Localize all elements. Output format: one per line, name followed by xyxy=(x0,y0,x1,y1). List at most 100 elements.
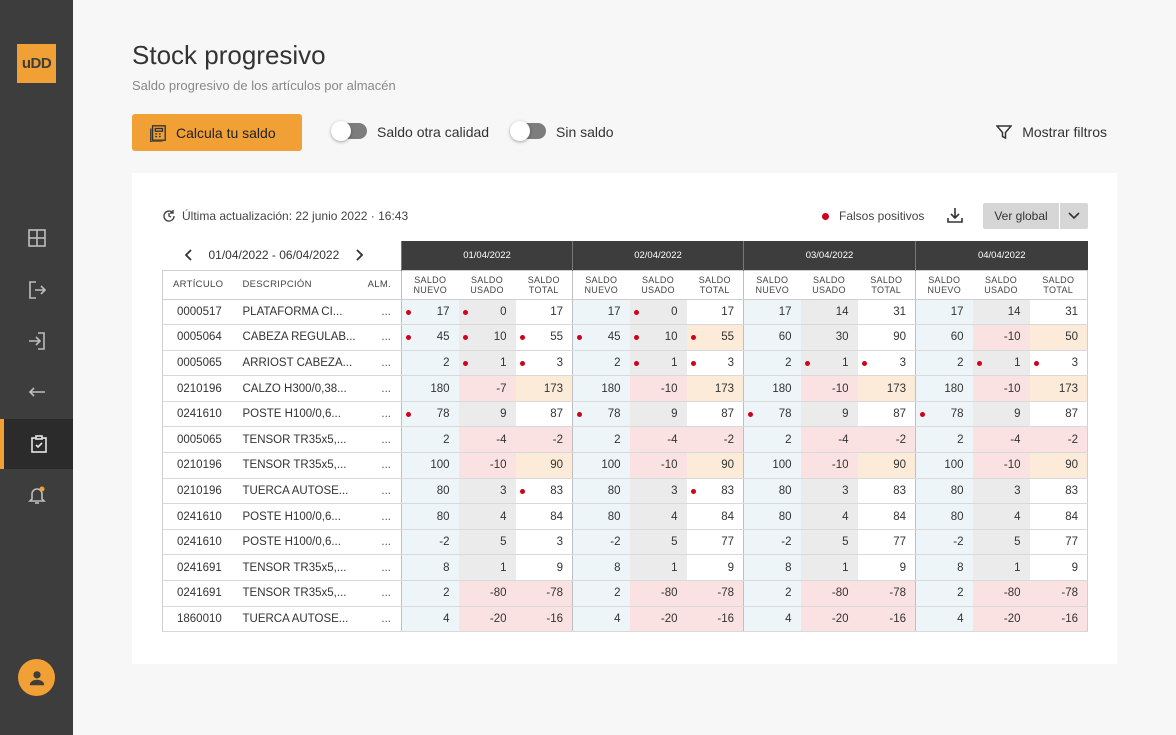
cell-value: 1 xyxy=(500,561,507,574)
login-icon xyxy=(28,332,45,350)
saldo-total-cell: 173 xyxy=(515,375,573,402)
false-positive-dot xyxy=(690,360,696,366)
saldo-nuevo-cell: 8 xyxy=(915,554,973,582)
cell-value: 78 xyxy=(950,408,964,421)
chevron-right-icon xyxy=(356,249,364,261)
sidebar-item-dashboard[interactable] xyxy=(0,213,73,263)
next-range-button[interactable] xyxy=(355,249,364,261)
sidebar-item-login[interactable] xyxy=(0,316,73,366)
saldo-usado-cell: -4 xyxy=(800,426,858,454)
cell-value: -78 xyxy=(546,587,563,600)
calculate-balance-button[interactable]: Calcula tu saldo xyxy=(132,114,302,151)
user-icon xyxy=(29,670,44,685)
date-header: 01/04/2022 xyxy=(401,241,573,270)
cell-value: 4 xyxy=(443,612,450,625)
no-balance-label: Sin saldo xyxy=(556,124,614,140)
sidebar-item-return[interactable] xyxy=(0,367,73,417)
table-row[interactable]: 0241610 POSTE H100/0,6...... 80 4 84 80 4 84 80 4… xyxy=(162,503,1088,530)
article-cell: 0241691 xyxy=(162,554,233,582)
table-row[interactable]: 0241691 TENSOR TR35x5,...... 8 1 9 8 1 9 8 1 9 8 1 9 xyxy=(162,554,1088,582)
saldo-nuevo-cell: 78 xyxy=(915,401,973,428)
cell-value: -2 xyxy=(552,433,563,446)
cell-value: 100 xyxy=(430,459,450,472)
saldo-total-cell: 3 xyxy=(686,350,744,377)
table-row[interactable]: 0210196 CALZO H300/0,38...... 180 -7 173 180 -… xyxy=(162,375,1088,402)
cell-value: 30 xyxy=(835,331,849,344)
show-filters-button[interactable]: Mostrar filtros xyxy=(996,124,1107,140)
sidebar: uDD xyxy=(0,0,73,735)
cell-value: 8 xyxy=(957,561,964,574)
cell-value: 1 xyxy=(1014,561,1021,574)
warehouse-cell: ... xyxy=(356,554,402,582)
saldo-usado-cell: 10 xyxy=(629,324,687,351)
saldo-nuevo-cell: 2 xyxy=(743,426,801,454)
false-positive-dot xyxy=(976,360,982,366)
false-positives-label: Falsos positivos xyxy=(839,209,925,223)
description-cell: ARRIOST CABEZA... xyxy=(232,350,357,377)
cell-value: 2 xyxy=(785,433,792,446)
saldo-usado-cell: 4 xyxy=(800,503,858,530)
show-filters-label: Mostrar filtros xyxy=(1022,124,1107,140)
saldo-total-cell: 9 xyxy=(857,554,916,582)
cell-value: 9 xyxy=(671,408,678,421)
cell-value: 17 xyxy=(950,305,964,318)
saldo-usado-cell: -10 xyxy=(972,375,1030,402)
saldo-usado-cell: 1 xyxy=(972,554,1030,582)
warehouse-cell: ... xyxy=(356,478,402,505)
cell-value: 80 xyxy=(778,510,792,523)
saldo-nuevo-cell: 100 xyxy=(572,452,630,479)
table-row[interactable]: 0210196 TUERCA AUTOSE...... 80 3 83 80 3 83 80 3 8… xyxy=(162,478,1088,505)
stock-card: Última actualización: 22 junio 2022 · 16… xyxy=(132,173,1117,664)
table-row[interactable]: 0005065 ARRIOST CABEZA...... 2 1 3 2 1 3 2 1 3 2 1 3 xyxy=(162,350,1088,377)
cell-value: -4 xyxy=(496,433,507,446)
table-row[interactable]: 0241610 POSTE H100/0,6...... -2 5 3 -2 5 77 -2 5 7… xyxy=(162,529,1088,556)
other-quality-toggle[interactable] xyxy=(331,121,367,141)
sidebar-item-notifications[interactable] xyxy=(0,470,73,520)
cell-value: 5 xyxy=(671,536,678,549)
table-row[interactable]: 0000517 PLATAFORMA CI...... 17 0 17 17 0 17 17 14… xyxy=(162,299,1088,326)
saldo-nuevo-cell: 17 xyxy=(401,299,459,326)
app-logo[interactable]: uDD xyxy=(17,44,56,83)
saldo-usado-cell: 1 xyxy=(629,554,687,582)
saldo-total-cell: 50 xyxy=(1029,324,1088,351)
saldo-total-cell: -78 xyxy=(515,580,573,607)
saldo-usado-cell: -10 xyxy=(629,452,687,479)
saldo-total-cell: -16 xyxy=(1029,606,1088,633)
sidebar-item-logout[interactable] xyxy=(0,265,73,315)
saldo-nuevo-cell: -2 xyxy=(915,529,973,556)
table-row[interactable]: 1860010 TUERCA AUTOSE...... 4 -20 -16 4 -20 -16… xyxy=(162,606,1088,633)
saldo-nuevo-cell: 80 xyxy=(915,503,973,530)
false-positive-dot xyxy=(633,309,639,315)
table-row[interactable]: 0210196 TENSOR TR35x5,...... 100 -10 90 100 -1… xyxy=(162,452,1088,479)
false-positive-dot xyxy=(519,335,525,341)
chevron-down-icon[interactable] xyxy=(1060,212,1088,220)
table-row[interactable]: 0005065 TENSOR TR35x5,...... 2 -4 -2 2 -4 -2 2 -4… xyxy=(162,426,1088,454)
false-positive-dot xyxy=(920,411,925,417)
user-avatar[interactable] xyxy=(18,659,55,696)
saldo-total-cell: 77 xyxy=(1029,529,1088,556)
sidebar-item-stock[interactable] xyxy=(0,419,73,469)
download-button[interactable] xyxy=(946,206,964,229)
table-row[interactable]: 0241691 TENSOR TR35x5,...... 2 -80 -78 2 -80 -7… xyxy=(162,580,1088,607)
other-quality-label: Saldo otra calidad xyxy=(377,124,490,140)
no-balance-toggle[interactable] xyxy=(510,121,546,141)
false-positive-dot xyxy=(406,335,411,341)
saldo-usado-cell: -10 xyxy=(972,324,1030,351)
saldo-nuevo-cell: 80 xyxy=(743,478,801,505)
dashboard-icon xyxy=(27,229,46,247)
cell-value: 10 xyxy=(664,331,678,344)
date-range: 01/04/2022 - 06/04/2022 xyxy=(208,248,340,263)
cell-value: 2 xyxy=(614,356,621,369)
table-row[interactable]: 0241610 POSTE H100/0,6...... 78 9 87 78 9 87 78 9… xyxy=(162,401,1088,428)
table-row[interactable]: 0005064 CABEZA REGULAB...... 45 10 55 45 10 55 6… xyxy=(162,324,1088,351)
cell-value: -20 xyxy=(660,612,678,625)
article-cell: 0005065 xyxy=(162,426,233,454)
column-header: SALDO USADO xyxy=(458,269,516,300)
prev-range-button[interactable] xyxy=(184,249,193,261)
cell-value: 17 xyxy=(778,305,792,318)
ver-global-dropdown[interactable]: Ver global xyxy=(983,203,1088,229)
cell-value: 8 xyxy=(443,561,450,574)
description-cell: POSTE H100/0,6... xyxy=(232,529,357,556)
cell-value: 1 xyxy=(842,356,849,369)
saldo-total-cell: -78 xyxy=(686,580,744,607)
